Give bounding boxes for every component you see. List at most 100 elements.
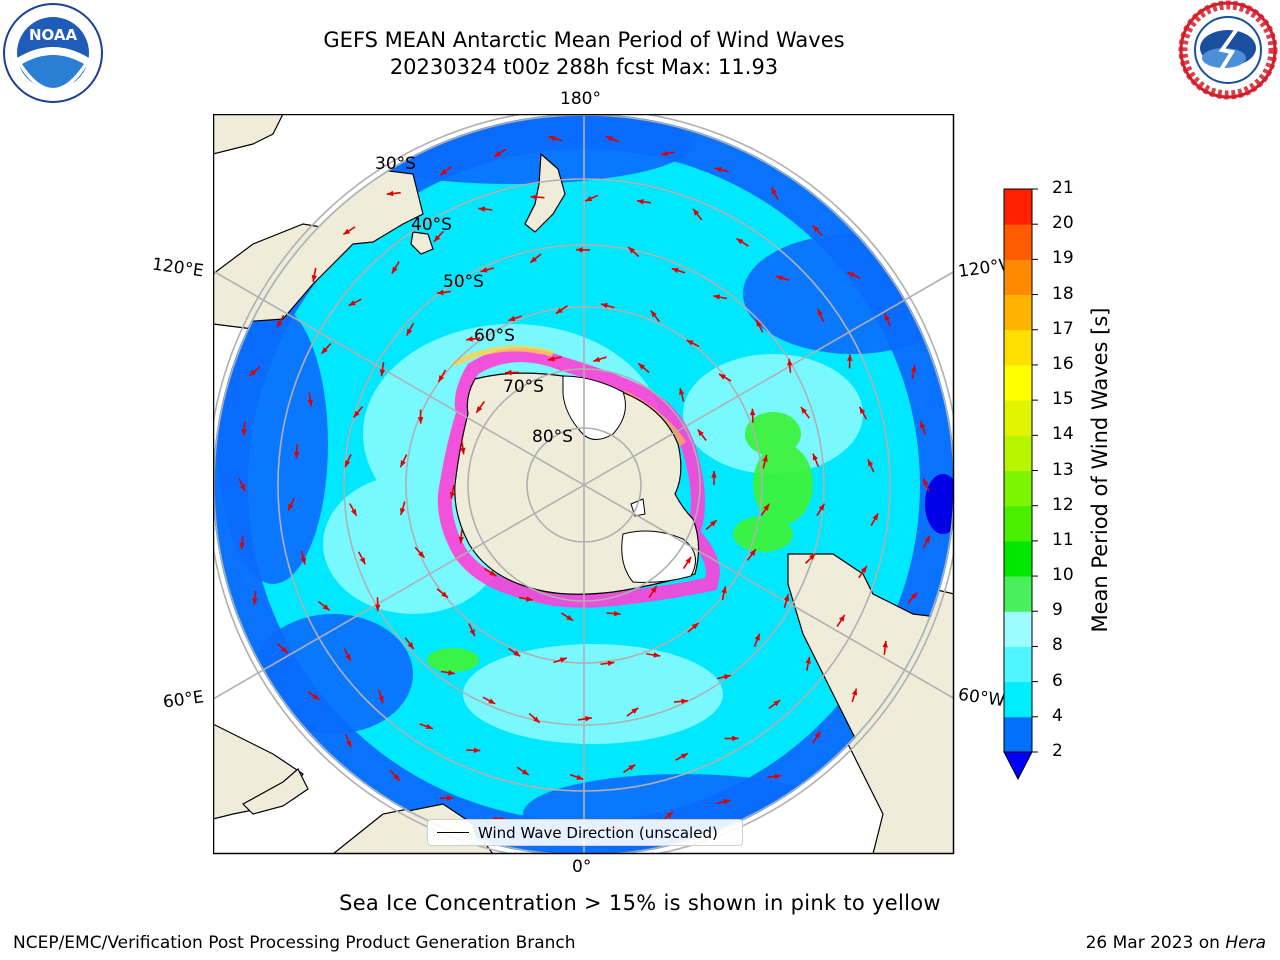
wind-wave-arrow-head [749,549,756,556]
wind-wave-arrow-head [521,769,529,776]
wind-wave-arrow-head [607,660,615,666]
wind-wave-arrow-head [723,799,731,805]
wind-wave-arrow-head [709,520,717,527]
wind-wave-arrow-head [322,604,330,611]
wind-wave-arrow-head [920,421,926,429]
wind-wave-arrow-head [924,535,930,543]
wind-wave-arrow-head [923,478,929,486]
lon-label-120e: 120°E [150,254,205,282]
colorbar-tick-label: 4 [1052,705,1063,726]
wind-wave-arrow-head [348,300,356,306]
wind-wave-arrow-head [494,151,501,158]
lon-label-0: 0° [572,857,592,877]
wind-wave-arrow-head [458,536,464,544]
wind-wave-arrow-head [860,566,867,573]
wind-wave-arrow-head [281,646,288,654]
chart-title: GEFS MEAN Antarctic Mean Period of Wind … [323,28,845,52]
colorbar-segment [1004,505,1032,542]
wind-wave-arrow-head [277,320,283,328]
wind-wave-arrow-head [685,556,692,564]
wind-wave-arrow-head [718,373,726,380]
wind-wave-arrow-head [884,313,890,321]
wind-wave-arrow-head [628,764,636,771]
wind-wave-arrow-head [711,471,717,478]
wind-wave-arrow-head [533,716,540,723]
noaa-text: NOAA [29,26,78,44]
wind-wave-arrow-head [351,508,357,516]
wind-wave-arrow-head [593,356,601,362]
wind-wave-arrow-head [697,429,704,437]
wind-wave-arrow-head [773,700,781,707]
wind-wave-arrow-head [476,405,483,413]
colorbar [1003,188,1038,781]
wind-wave-arrow-head [559,657,567,663]
legend-label: Wind Wave Direction (unscaled) [478,823,718,842]
colorbar-tick-label: 14 [1052,424,1074,445]
colorbar-tick-label: 21 [1052,178,1074,198]
colorbar-tick-label: 9 [1052,600,1063,621]
wind-wave-arrow-head [345,654,351,662]
colorbar-segment [1004,470,1032,507]
wind-wave-arrow-head [680,753,688,759]
colorbar-segment [1004,364,1032,401]
wind-wave-arrows [238,135,931,837]
wind-wave-arrow-head [508,315,516,322]
wind-wave-arrow-head [910,592,918,600]
wind-wave-arrow-head [480,267,488,273]
wind-wave-arrow-head [448,669,455,676]
wind-wave-arrow-head [814,731,821,739]
wind-wave-arrow-head [783,594,790,602]
footer-date-text: 26 Mar 2023 on [1085,933,1220,953]
wind-wave-arrow-head [872,513,879,521]
wind-wave-arrow-head [393,773,400,781]
wind-wave-arrow-head [300,557,307,565]
wind-wave-arrow-head [637,199,644,205]
wind-wave-arrow-head [721,586,727,594]
wind-wave-arrow-head [584,716,592,722]
colorbar-extend-triangle [1003,751,1033,781]
wind-wave-arrow-head [787,358,793,366]
wind-wave-arrow-head [736,238,744,245]
colorbar-segment [1004,329,1032,366]
wind-wave-arrow-head [723,674,731,680]
colorbar-tick-label: 15 [1052,389,1074,410]
wind-wave-arrow-head [882,640,888,648]
wind-wave-arrow-head [776,275,784,281]
colorbar-tick-label: 11 [1052,529,1074,550]
wind-wave-arrow-head [449,491,456,499]
colorbar-tick-label: 12 [1052,494,1074,515]
wind-wave-arrow-head [488,698,496,704]
chart-subtitle: 20230324 t00z 288h fcst Max: 11.93 [389,55,779,79]
wind-wave-arrow-head [754,633,760,641]
wind-wave-arrow-head [847,272,855,278]
wind-wave-arrow-head [763,503,770,511]
wind-wave-arrow-head [774,773,782,780]
wind-wave-arrow-head [762,454,768,462]
wind-wave-arrow-head [489,570,497,577]
nws-logo [1178,0,1278,100]
colorbar-segment [1004,435,1032,471]
wind-wave-arrow-head [418,551,425,558]
wind-wave-arrow-head [800,406,807,414]
lat-label: 60°S [474,326,515,346]
wind-wave-arrow-head [681,698,688,705]
wind-wave-arrow-head [436,289,444,296]
wind-wave-arrow-head [417,417,424,424]
wind-wave-arrow-head [249,369,256,377]
wind-wave-arrow-head [547,356,555,362]
graticule [213,114,954,854]
colorbar-tick-label: 10 [1052,565,1074,586]
wind-wave-arrow-head [441,591,448,598]
wind-wave-arrow-head [576,774,584,780]
wind-wave-arrow-head [631,707,639,714]
colorbar-tick-label: 19 [1052,248,1074,269]
wind-wave-arrow-head [585,195,593,202]
wind-wave-arrow-head [359,557,366,565]
lat-label: 30°S [375,154,416,174]
lon-label-60e: 60°E [161,687,206,713]
colorbar-segment [1004,540,1032,577]
wind-wave-arrow-head [805,656,811,664]
wind-wave-arrow-head [812,453,818,461]
wind-wave-arrow-head [771,187,777,195]
wind-wave-arrow-head [440,169,448,176]
